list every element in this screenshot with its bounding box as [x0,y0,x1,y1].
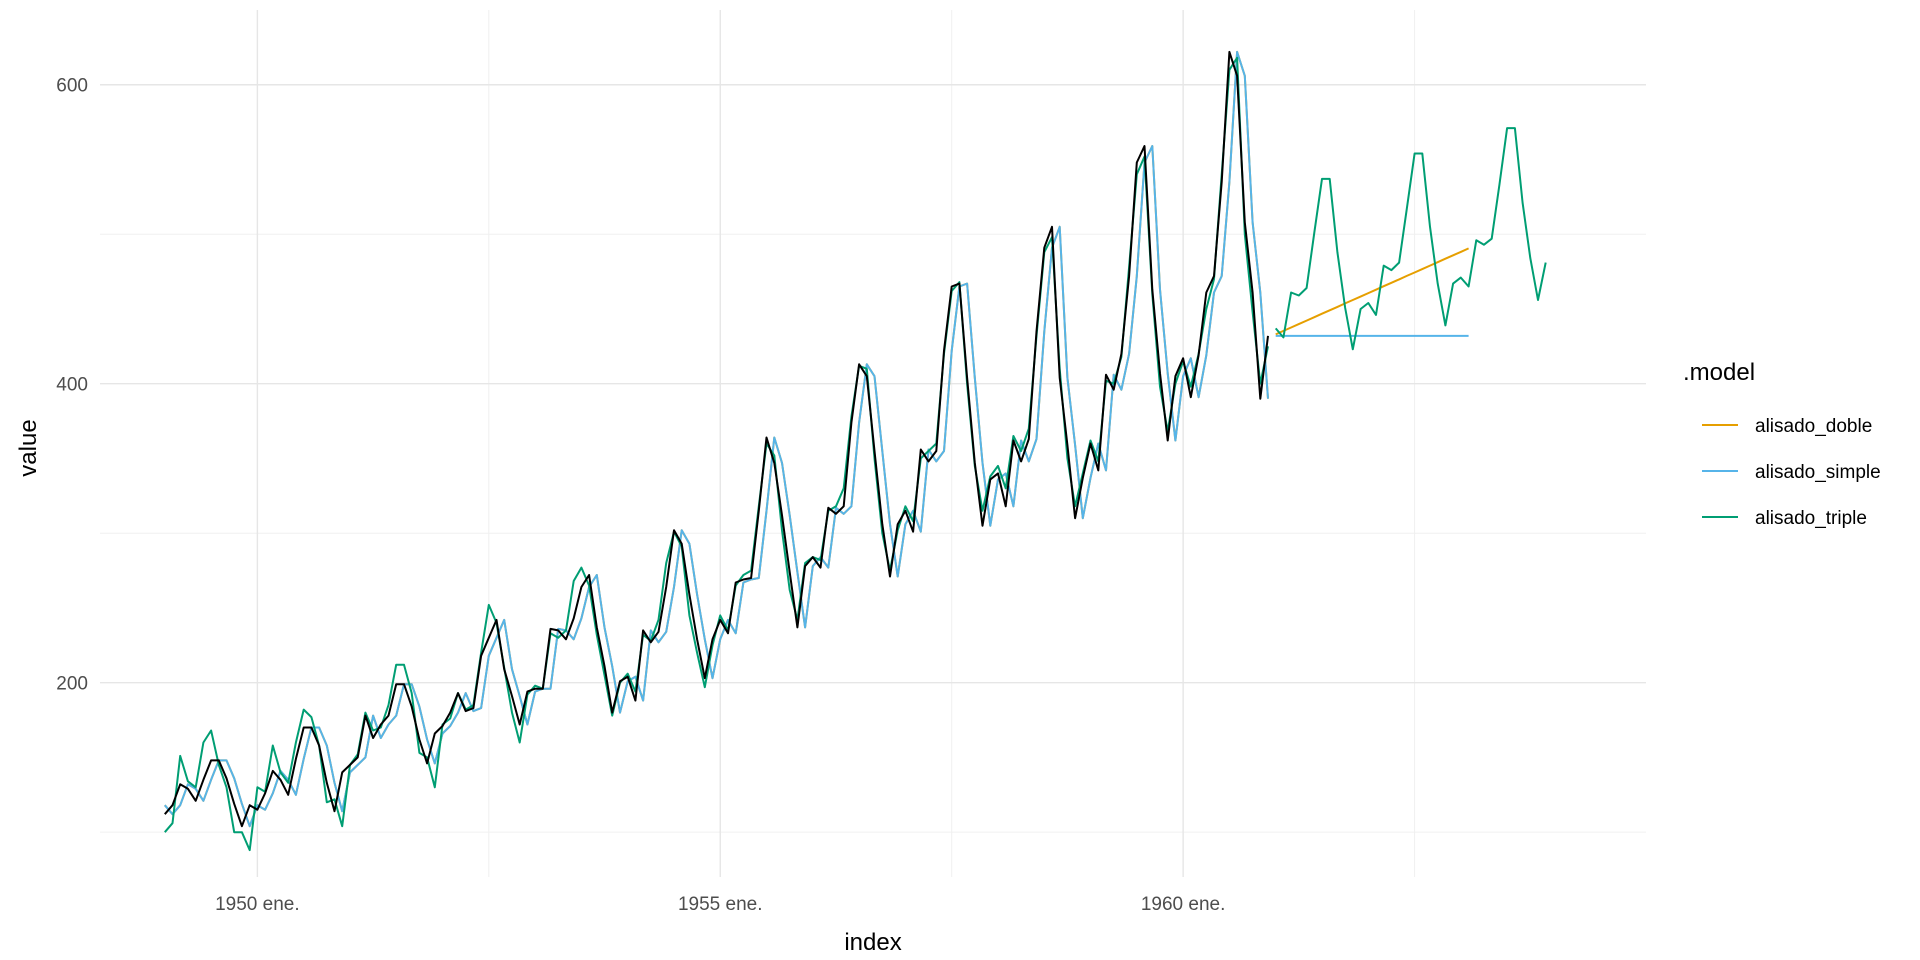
grid-major [100,10,1646,877]
y-tick-label: 200 [56,674,88,695]
x-axis-title: index [844,929,901,956]
x-tick-label: 1960 ene. [1141,894,1226,915]
y-tick-label: 600 [56,76,88,97]
y-tick-labels: 200 400 600 [56,76,88,695]
series-forecast-alisado_doble [1275,247,1470,336]
legend-label-alisado_simple: alisado_simple [1755,462,1881,483]
y-axis-title: value [15,419,42,476]
x-tick-label: 1950 ene. [215,894,300,915]
legend: .model alisado_doble alisado_simplealisad… [1683,359,1881,529]
legend-label-alisado_triple: alisado_triple [1755,508,1867,529]
legend-label-alisado_doble: alisado_doble [1755,416,1872,437]
y-tick-label: 400 [56,375,88,396]
series-layer [164,50,1547,852]
series-observed-line [164,50,1269,828]
series-forecast-alisado_triple [1274,127,1547,351]
x-tick-label: 1955 ene. [678,894,763,915]
x-tick-labels: 1950 ene. 1955 ene. 1960 ene. [215,894,1225,915]
legend-title: .model [1683,359,1755,386]
